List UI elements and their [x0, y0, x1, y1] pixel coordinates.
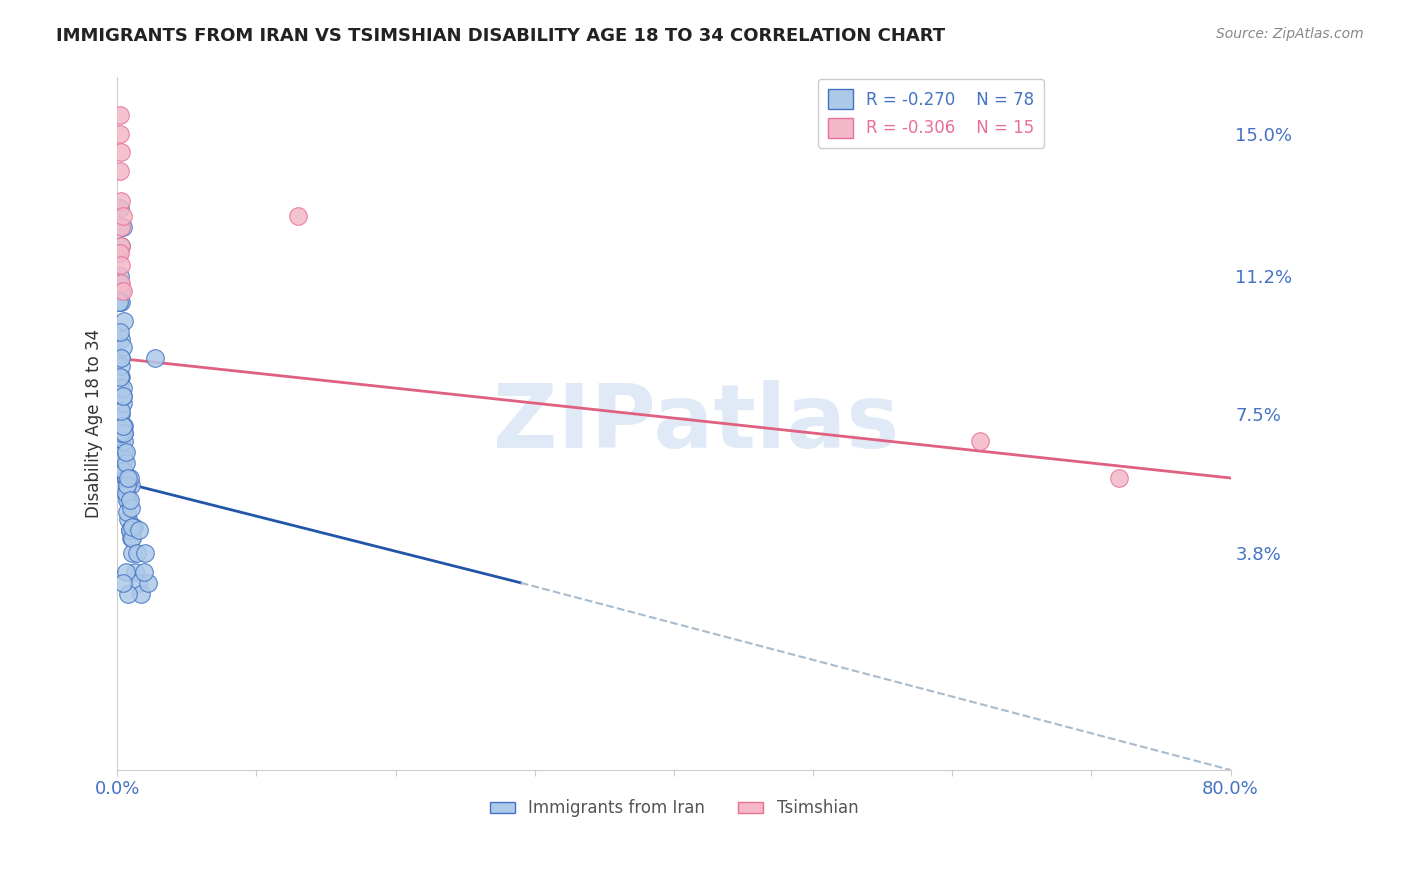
Point — [110, 370, 132, 384]
Text: IMMIGRANTS FROM IRAN VS TSIMSHIAN DISABILITY AGE 18 TO 34 CORRELATION CHART: IMMIGRANTS FROM IRAN VS TSIMSHIAN DISABI… — [56, 27, 945, 45]
Point — [121, 546, 143, 560]
Point — [108, 127, 131, 141]
Point — [108, 246, 131, 260]
Point — [111, 220, 134, 235]
Point — [111, 381, 134, 395]
Point — [111, 426, 134, 441]
Point — [134, 546, 156, 560]
Point — [121, 519, 143, 533]
Point — [110, 284, 132, 298]
Point — [114, 565, 136, 579]
Point — [110, 482, 132, 496]
Point — [136, 575, 159, 590]
Point — [110, 258, 132, 272]
Point — [111, 575, 134, 590]
Point — [110, 239, 132, 253]
Y-axis label: Disability Age 18 to 34: Disability Age 18 to 34 — [86, 329, 103, 518]
Point — [107, 246, 129, 260]
Point — [112, 434, 135, 448]
Point — [108, 164, 131, 178]
Point — [111, 418, 134, 433]
Point — [120, 500, 142, 515]
Point — [114, 471, 136, 485]
Point — [108, 108, 131, 122]
Point — [143, 351, 166, 366]
Point — [117, 512, 139, 526]
Point — [111, 284, 134, 298]
Point — [110, 220, 132, 235]
Point — [108, 277, 131, 291]
Point — [111, 340, 134, 354]
Point — [1108, 471, 1130, 485]
Point — [110, 434, 132, 448]
Point — [114, 486, 136, 500]
Point — [117, 587, 139, 601]
Point — [108, 202, 131, 216]
Point — [115, 493, 138, 508]
Point — [118, 471, 141, 485]
Point — [112, 418, 135, 433]
Point — [108, 456, 131, 470]
Point — [115, 482, 138, 496]
Point — [108, 295, 131, 310]
Text: Source: ZipAtlas.com: Source: ZipAtlas.com — [1216, 27, 1364, 41]
Point — [124, 565, 146, 579]
Legend: Immigrants from Iran, Tsimshian: Immigrants from Iran, Tsimshian — [484, 793, 865, 824]
Point — [111, 389, 134, 403]
Point — [108, 325, 131, 339]
Point — [118, 524, 141, 538]
Point — [129, 587, 152, 601]
Point — [110, 295, 132, 310]
Point — [120, 531, 142, 545]
Point — [108, 268, 131, 283]
Point — [117, 493, 139, 508]
Point — [111, 389, 134, 403]
Point — [110, 403, 132, 417]
Point — [969, 434, 991, 448]
Point — [125, 546, 148, 560]
Point — [114, 471, 136, 485]
Point — [110, 351, 132, 366]
Point — [110, 145, 132, 160]
Point — [115, 505, 138, 519]
Point — [110, 277, 132, 291]
Point — [108, 463, 131, 477]
Point — [110, 194, 132, 208]
Point — [110, 351, 132, 366]
Point — [110, 444, 132, 458]
Point — [132, 565, 155, 579]
Point — [112, 463, 135, 477]
Point — [108, 370, 131, 384]
Point — [110, 359, 132, 373]
Point — [111, 396, 134, 410]
Point — [117, 471, 139, 485]
Point — [127, 575, 149, 590]
Point — [118, 524, 141, 538]
Point — [111, 209, 134, 223]
Point — [112, 314, 135, 328]
Point — [112, 426, 135, 441]
Point — [110, 239, 132, 253]
Point — [110, 333, 132, 347]
Point — [114, 456, 136, 470]
Point — [112, 444, 135, 458]
Point — [128, 524, 150, 538]
Point — [110, 408, 132, 422]
Point — [121, 531, 143, 545]
Point — [112, 452, 135, 467]
Point — [287, 209, 309, 223]
Point — [114, 444, 136, 458]
Point — [108, 381, 131, 395]
Text: ZIPatlas: ZIPatlas — [494, 380, 900, 467]
Point — [115, 478, 138, 492]
Point — [112, 426, 135, 441]
Point — [111, 418, 134, 433]
Point — [122, 519, 145, 533]
Point — [118, 493, 141, 508]
Point — [111, 418, 134, 433]
Point — [110, 426, 132, 441]
Point — [107, 295, 129, 310]
Point — [120, 478, 142, 492]
